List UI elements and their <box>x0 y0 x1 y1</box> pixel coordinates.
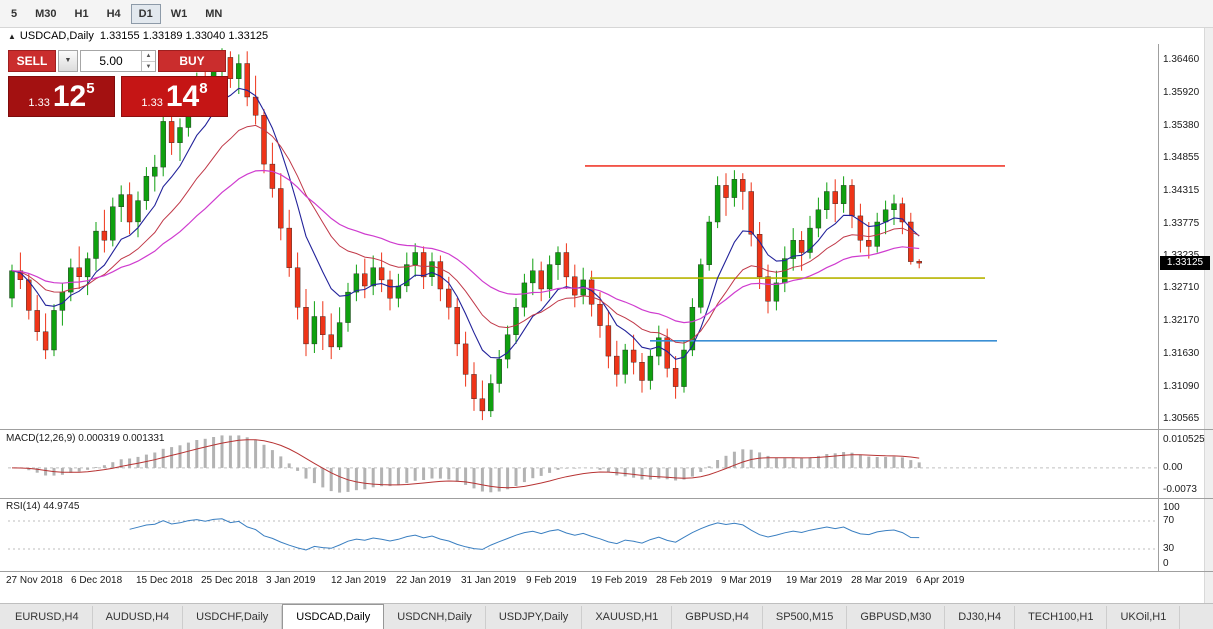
buy-price-big: 14 <box>165 79 200 113</box>
sell-price-big: 12 <box>52 79 87 113</box>
spin-up-icon[interactable]: ▲ <box>142 51 155 62</box>
macd-indicator-label: MACD(12,26,9) 0.000319 0.001331 <box>6 433 165 444</box>
chart-tab-gbpusd-h4[interactable]: GBPUSD,H4 <box>672 606 763 629</box>
ohlc-values: 1.33155 1.33189 1.33040 1.33125 <box>99 30 269 42</box>
chart-tab-usdchf-daily[interactable]: USDCHF,Daily <box>183 606 283 629</box>
chart-tabs-bar: EURUSD,H4 AUDUSD,H4 USDCHF,Daily USDCAD,Dai… <box>0 603 1213 629</box>
chart-tab-sp500-m15[interactable]: SP500,M15 <box>763 606 848 629</box>
sell-price-pipette: 5 <box>86 80 95 97</box>
sell-price-panel[interactable]: 1.33 12 5 <box>8 76 115 117</box>
current-price-badge: 1.33125 <box>1160 256 1210 271</box>
volume-dropdown-button[interactable]: ▼ <box>58 50 78 72</box>
timeframe-button-w1[interactable]: W1 <box>170 7 188 20</box>
chart-tab-gbpusd-m30[interactable]: GBPUSD,M30 <box>847 606 946 629</box>
timeframe-button-h1[interactable]: H1 <box>74 7 89 20</box>
sell-button[interactable]: SELL <box>8 50 56 72</box>
buy-price-pipette: 8 <box>199 80 208 97</box>
chart-tab-usdjpy-daily[interactable]: USDJPY,Daily <box>486 606 583 629</box>
timeframe-button-mn[interactable]: MN <box>205 7 223 20</box>
timeframe-toolbar: 5 M30 H1 H4 D1 W1 MN <box>0 0 1213 28</box>
buy-button[interactable]: BUY <box>158 50 226 72</box>
chart-title: ▲ USDCAD,Daily 1.33155 1.33189 1.33040 1.3… <box>8 30 268 42</box>
timeframe-button-m30[interactable]: M30 <box>35 7 57 20</box>
right-edge-strip <box>1204 28 1213 603</box>
one-click-trading-panel: SELL ▼ 5.00 ▲ ▼ BUY 1.33 12 5 1.33 14 <box>8 50 228 117</box>
volume-input[interactable]: 5.00 ▲ ▼ <box>80 50 156 72</box>
collapse-icon[interactable]: ▲ <box>8 32 16 41</box>
symbol-period-label: USDCAD,Daily <box>19 30 94 42</box>
sell-price-prefix: 1.33 <box>28 96 50 109</box>
timeframe-button-h4[interactable]: H4 <box>106 7 121 20</box>
chart-background <box>0 28 1213 603</box>
chart-tab-tech100-h1[interactable]: TECH100,H1 <box>1015 606 1108 629</box>
volume-value: 5.00 <box>99 54 123 68</box>
chart-tab-eurusd-h4[interactable]: EURUSD,H4 <box>2 606 93 629</box>
chart-tab-dj30-h4[interactable]: DJ30,H4 <box>945 606 1016 629</box>
rsi-indicator-label: RSI(14) 44.9745 <box>6 501 80 512</box>
spin-down-icon[interactable]: ▼ <box>145 64 152 70</box>
buy-price-panel[interactable]: 1.33 14 8 <box>121 76 228 117</box>
chart-tab-usdcad-daily[interactable]: USDCAD,Daily <box>282 604 385 629</box>
buy-price-prefix: 1.33 <box>141 96 163 109</box>
volume-stepper[interactable]: ▲ ▼ <box>141 51 155 71</box>
chart-tab-audusd-h4[interactable]: AUDUSD,H4 <box>93 606 184 629</box>
chart-tab-usdcnh-daily[interactable]: USDCNH,Daily <box>384 606 486 629</box>
timeframe-button-d1[interactable]: D1 <box>130 3 161 24</box>
chart-tab-xauusd-h1[interactable]: XAUUSD,H1 <box>582 606 673 629</box>
chevron-down-icon: ▼ <box>64 57 72 64</box>
timeframe-button-5[interactable]: 5 <box>11 7 18 20</box>
chart-tab-ukoil-h1[interactable]: UKOil,H1 <box>1107 606 1181 629</box>
